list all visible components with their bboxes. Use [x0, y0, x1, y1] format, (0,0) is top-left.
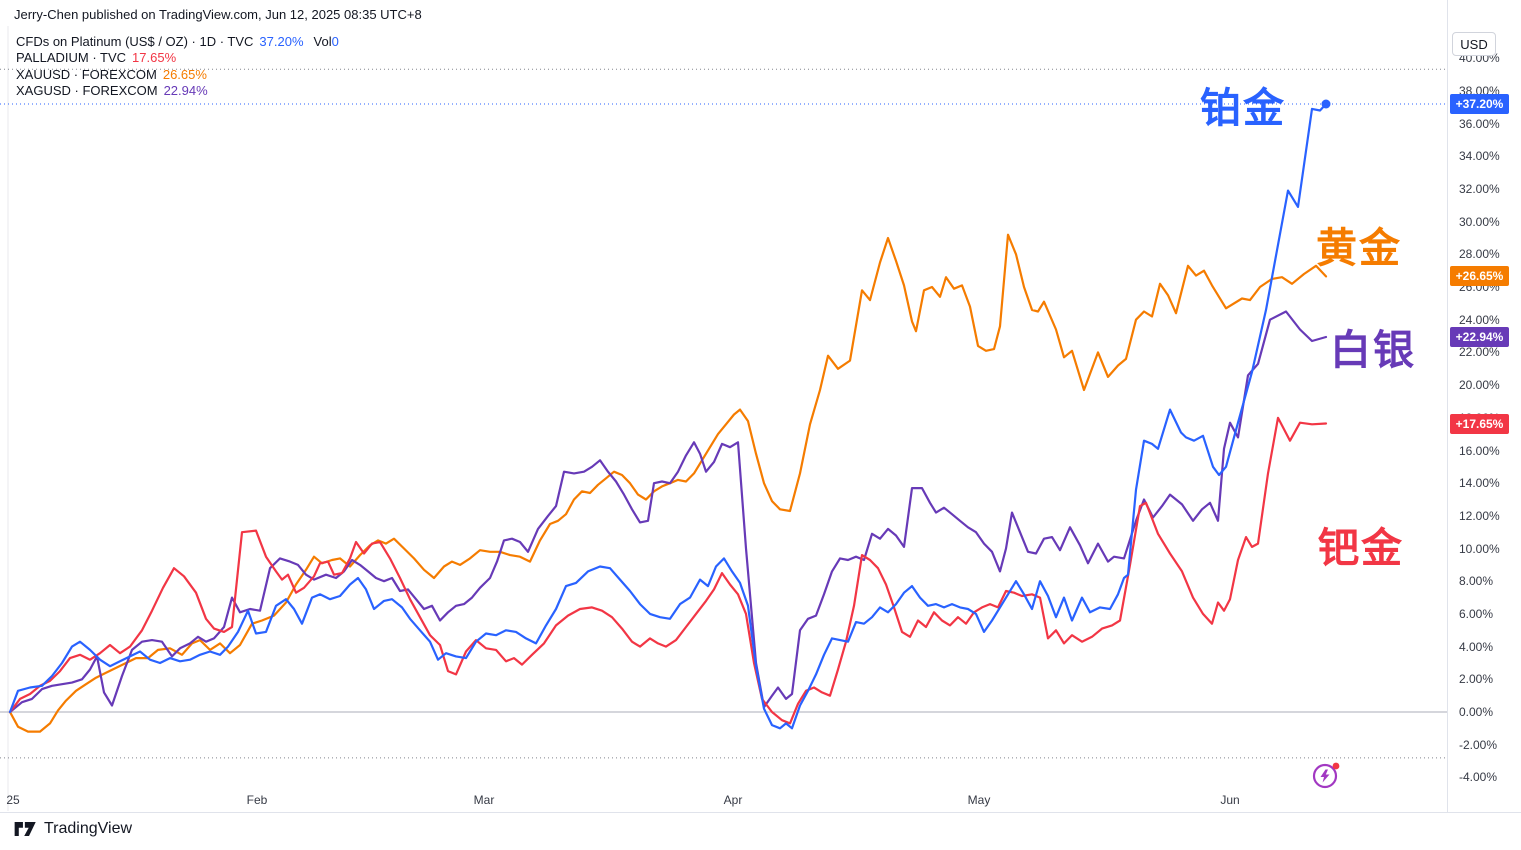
- price-tick-label: 4.00%: [1459, 639, 1494, 654]
- legend-change-value: 26.65%: [162, 66, 207, 82]
- tradingview-wordmark: TradingView: [44, 820, 133, 837]
- legend-row-3[interactable]: XAGUSD · FOREXCOM 22.94%: [16, 83, 339, 99]
- series-cn-label: 铂金: [1200, 85, 1286, 131]
- legend-row-2[interactable]: XAUUSD · FOREXCOM 26.65%: [16, 67, 339, 83]
- legend-change-value: 17.65%: [132, 50, 177, 66]
- price-tick-label: 32.00%: [1459, 182, 1500, 196]
- price-tick-label: 24.00%: [1459, 312, 1500, 327]
- last-value-badge: +26.65%: [1450, 266, 1509, 287]
- price-tick-label: 16.00%: [1459, 443, 1500, 458]
- last-value-badge: +17.65%: [1450, 413, 1509, 434]
- price-tick-label: 20.00%: [1459, 378, 1500, 393]
- legend-symbol-title: XAGUSD · FOREXCOM: [16, 83, 158, 99]
- price-tick-label: 10.00%: [1459, 541, 1500, 556]
- chart-legend: CFDs on Platinum (US$ / OZ) · 1D · TVC 37…: [16, 34, 339, 100]
- legend-change-value: 37.20%: [259, 34, 304, 49]
- price-axis[interactable]: 40.00% 38.00% 36.00% 34.00% 32.00% 30.00% 28.0…: [1447, 0, 1521, 812]
- price-tick-label: 30.00%: [1459, 214, 1500, 229]
- currency-toggle-button[interactable]: USD: [1452, 32, 1496, 56]
- price-tick-label: 8.00%: [1459, 574, 1494, 589]
- price-tick-label: 2.00%: [1459, 672, 1494, 687]
- series-cn-label: 钯金: [1318, 525, 1404, 571]
- boost-icon[interactable]: [1310, 759, 1342, 791]
- legend-row-1[interactable]: PALLADIUM · TVC 17.65%: [16, 50, 339, 66]
- last-price-dot: [1321, 99, 1331, 109]
- price-chart-plot[interactable]: [0, 0, 1521, 812]
- legend-row-0[interactable]: CFDs on Platinum (US$ / OZ) · 1D · TVC 37…: [16, 34, 339, 50]
- price-tick-label: 6.00%: [1459, 606, 1494, 621]
- price-tick-label: 34.00%: [1459, 149, 1500, 164]
- legend-change-value: 22.94%: [163, 83, 208, 99]
- legend-symbol-title: XAUUSD · FOREXCOM: [16, 66, 157, 82]
- series-line-cfds-on-platinum[interactable]: [8, 102, 1328, 730]
- legend-volume-label: Vol: [313, 34, 332, 49]
- last-value-badge: +37.20%: [1450, 94, 1509, 114]
- publish-byline: Jerry-Chen published on TradingView.com,…: [14, 7, 422, 22]
- price-tick-label: -2.00%: [1459, 737, 1498, 752]
- legend-symbol-title: PALLADIUM · TVC: [16, 50, 127, 66]
- price-tick-label: 12.00%: [1459, 508, 1500, 523]
- series-cn-label: 黄金: [1316, 225, 1402, 271]
- footer: TradingView: [14, 820, 132, 838]
- legend-symbol-title: CFDs on Platinum (US$ / OZ) · 1D · TVC: [16, 34, 254, 49]
- last-value-badge: +22.94%: [1450, 327, 1509, 347]
- tradingview-logo-icon: [14, 821, 36, 837]
- price-tick-label: -4.00%: [1459, 770, 1498, 785]
- price-tick-label: 0.00%: [1459, 705, 1494, 719]
- price-tick-label: 36.00%: [1459, 116, 1500, 131]
- series-cn-label: 白银: [1330, 327, 1416, 373]
- price-tick-label: 14.00%: [1459, 476, 1500, 491]
- price-tick-label: 22.00%: [1459, 345, 1500, 360]
- series-line-palladium[interactable]: [8, 416, 1328, 725]
- legend-volume-value: 0: [331, 34, 339, 49]
- series-line-xagusd-silver[interactable]: [8, 310, 1328, 714]
- price-tick-label: 28.00%: [1459, 247, 1500, 262]
